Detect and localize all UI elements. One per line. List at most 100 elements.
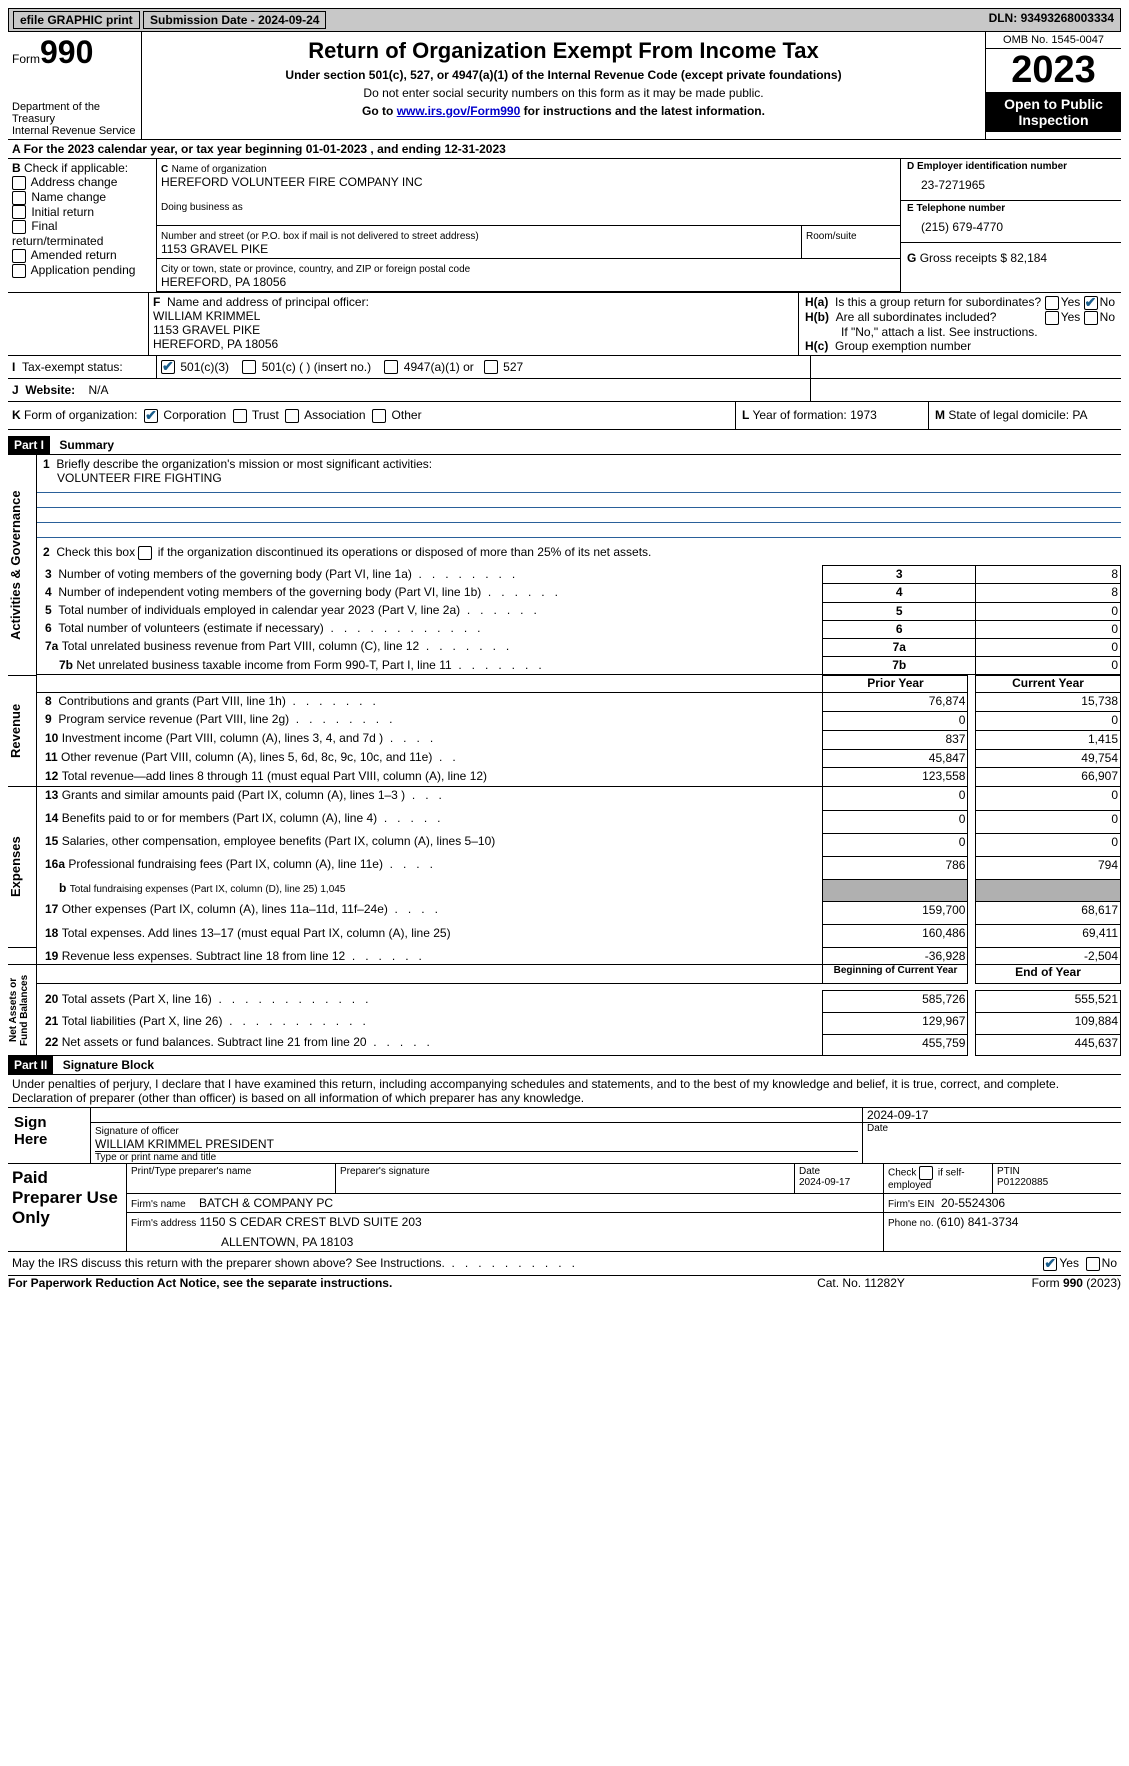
current-value: 0 <box>976 833 1121 856</box>
part1-header: Part I Summary <box>8 436 1121 455</box>
firm-ein-label: Firm's EIN <box>888 1199 934 1210</box>
line-num: 4 <box>39 585 52 599</box>
discontinued-checkbox[interactable] <box>138 546 152 560</box>
domicile-value: PA <box>1072 408 1087 422</box>
line-num: 7a <box>39 639 58 653</box>
current-value: 0 <box>976 810 1121 833</box>
phone-label: E Telephone number <box>907 203 1115 214</box>
amended-return-checkbox[interactable] <box>12 249 26 263</box>
table-row: 19 Revenue less expenses. Subtract line … <box>8 948 1121 965</box>
prior-value: 0 <box>823 787 968 810</box>
goto-prefix: Go to <box>362 104 397 118</box>
line-text: Number of independent voting members of … <box>58 585 481 599</box>
i-label: I <box>12 360 15 374</box>
line-a-label: A <box>12 142 20 156</box>
line-ref: 6 <box>823 620 976 638</box>
line-text: Net assets or fund balances. Subtract li… <box>62 1035 367 1049</box>
line2-suffix: if the organization discontinued its ope… <box>154 545 651 559</box>
date-label: Date <box>863 1123 1122 1164</box>
line-value: 8 <box>976 566 1121 584</box>
line-text: Investment income (Part VIII, column (A)… <box>62 731 383 745</box>
section-j: J Website: N/A <box>8 378 1121 401</box>
b-check-label: Check if applicable: <box>24 161 128 175</box>
501c-checkbox[interactable] <box>242 360 256 374</box>
paid-preparer-label: Paid Preparer Use Only <box>12 1168 118 1227</box>
f-label: F <box>153 295 160 309</box>
line-text: Salaries, other compensation, employee b… <box>62 834 496 848</box>
ha-yes-checkbox[interactable] <box>1045 296 1059 310</box>
discuss-no-checkbox[interactable] <box>1086 1257 1100 1271</box>
website-value: N/A <box>89 383 109 397</box>
ha-no-checkbox[interactable] <box>1084 296 1098 310</box>
prior-value: 0 <box>823 810 968 833</box>
association-checkbox[interactable] <box>285 409 299 423</box>
line-text: Total expenses. Add lines 13–17 (must eq… <box>62 926 451 940</box>
line-text: Total unrelated business revenue from Pa… <box>62 639 420 653</box>
shaded-cell <box>976 880 1121 902</box>
prior-value: 786 <box>823 856 968 879</box>
b-label: B <box>12 161 21 175</box>
corporation-label: Corporation <box>163 408 226 422</box>
irs-label: Internal Revenue Service <box>12 125 137 137</box>
section-i: I Tax-exempt status: 501(c)(3) 501(c) ( … <box>8 355 1121 379</box>
initial-return-checkbox[interactable] <box>12 205 26 219</box>
self-employed-checkbox[interactable] <box>919 1166 933 1180</box>
application-pending-checkbox[interactable] <box>12 264 26 278</box>
prior-value: 837 <box>823 730 968 749</box>
sign-date-value: 2024-09-17 <box>863 1108 1122 1123</box>
table-row: 12 Total revenue—add lines 8 through 11 … <box>8 768 1121 787</box>
efile-print-button[interactable]: efile GRAPHIC print <box>13 11 140 29</box>
submission-date-label: Submission Date - <box>150 13 258 27</box>
527-checkbox[interactable] <box>484 360 498 374</box>
org-name-label: Name of organization <box>172 164 267 175</box>
table-row: 20 Total assets (Part X, line 16) . . . … <box>8 991 1121 1013</box>
discuss-yes-checkbox[interactable] <box>1043 1257 1057 1271</box>
mission-value: VOLUNTEER FIRE FIGHTING <box>43 471 222 485</box>
current-value: 68,617 <box>976 901 1121 924</box>
501c3-checkbox[interactable] <box>161 360 175 374</box>
4947-checkbox[interactable] <box>384 360 398 374</box>
line-num: 15 <box>39 834 58 848</box>
tax-year: 2023 <box>986 49 1121 92</box>
line-num: 18 <box>39 926 58 940</box>
name-change-checkbox[interactable] <box>12 191 26 205</box>
table-row: 11 Other revenue (Part VIII, column (A),… <box>8 749 1121 768</box>
final-return-checkbox[interactable] <box>12 220 26 234</box>
part2-title: Signature Block <box>57 1056 160 1074</box>
line-num: 16a <box>39 857 65 871</box>
hb-yes-checkbox[interactable] <box>1045 311 1059 325</box>
line-text: Grants and similar amounts paid (Part IX… <box>62 788 405 802</box>
527-label: 527 <box>503 360 523 374</box>
officer-name: WILLIAM KRIMMEL <box>153 309 260 323</box>
hb-no-label: No <box>1100 310 1115 324</box>
trust-checkbox[interactable] <box>233 409 247 423</box>
sign-here-block: Sign Here 2024-09-17 Signature of office… <box>8 1108 1121 1164</box>
line-value: 0 <box>976 602 1121 620</box>
table-row: 3 Number of voting members of the govern… <box>8 566 1121 584</box>
table-row: 21 Total liabilities (Part X, line 26) .… <box>8 1013 1121 1035</box>
firm-phone-label: Phone no. <box>888 1218 936 1229</box>
address-change-checkbox[interactable] <box>12 176 26 190</box>
trust-label: Trust <box>252 408 279 422</box>
firm-addr2: ALLENTOWN, PA 18103 <box>131 1235 353 1249</box>
table-row: 6 Total number of volunteers (estimate i… <box>8 620 1121 638</box>
other-checkbox[interactable] <box>372 409 386 423</box>
line-num: 6 <box>39 621 52 635</box>
line1-text: Briefly describe the organization's miss… <box>56 457 432 471</box>
prior-value: 585,726 <box>823 991 968 1013</box>
year-formation-value: 1973 <box>850 408 877 422</box>
line-text: Revenue less expenses. Subtract line 18 … <box>62 949 346 963</box>
table-row: 14 Benefits paid to or for members (Part… <box>8 810 1121 833</box>
current-value: 49,754 <box>976 749 1121 768</box>
line-ref: 3 <box>823 566 976 584</box>
hb-no-checkbox[interactable] <box>1084 311 1098 325</box>
corporation-checkbox[interactable] <box>144 409 158 423</box>
form-number: 990 <box>40 34 93 70</box>
submission-date-button[interactable]: Submission Date - 2024-09-24 <box>143 11 326 29</box>
irs-link[interactable]: www.irs.gov/Form990 <box>397 104 521 118</box>
phone-value: (215) 679-4770 <box>907 214 1115 240</box>
table-row: 15 Salaries, other compensation, employe… <box>8 833 1121 856</box>
hb-note: If "No," attach a list. See instructions… <box>805 325 1115 339</box>
hb-text: Are all subordinates included? <box>836 310 997 324</box>
line1-num: 1 <box>43 457 50 471</box>
